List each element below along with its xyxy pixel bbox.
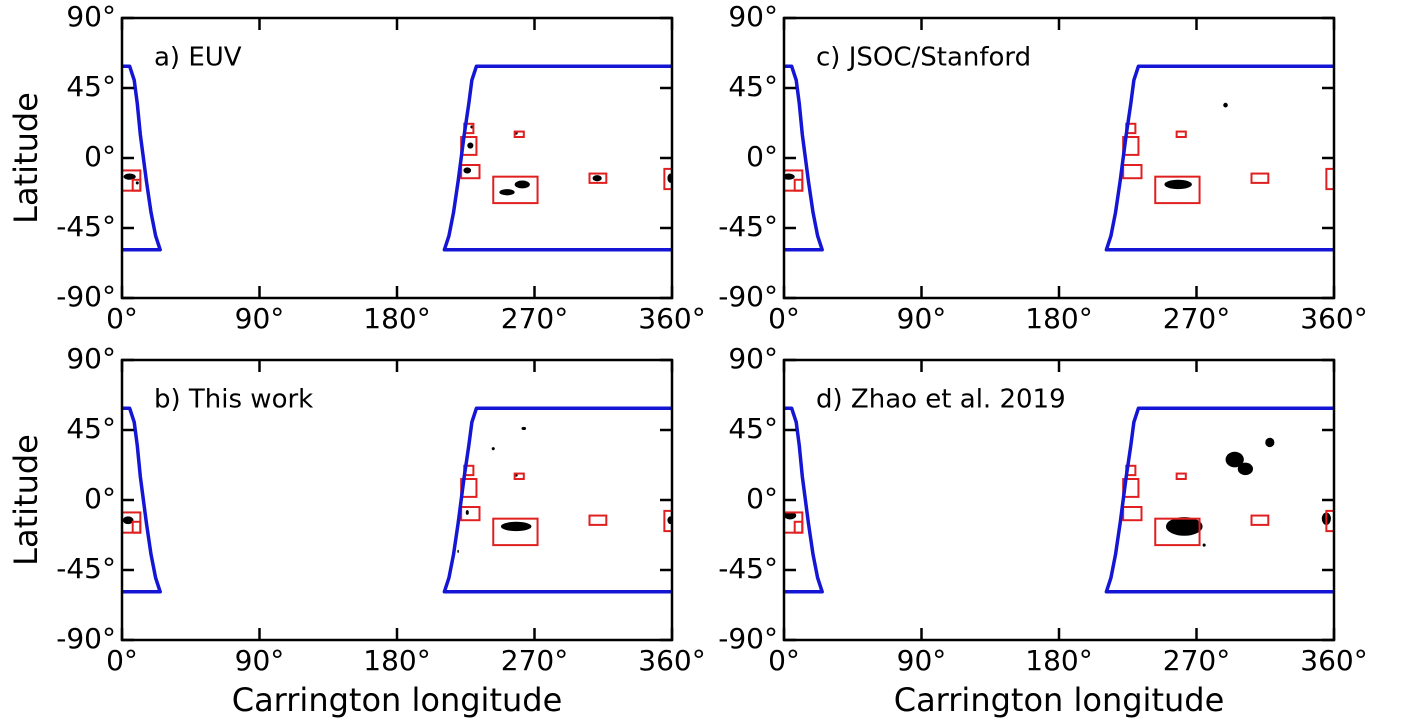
boundary-line	[122, 406, 672, 594]
region	[784, 511, 797, 520]
box	[1122, 164, 1143, 180]
region	[1202, 543, 1206, 547]
panel-label: a) EUV	[154, 43, 242, 73]
region	[1265, 437, 1275, 448]
plot-area	[784, 437, 1334, 547]
box	[492, 175, 539, 205]
x-tick-label: 180°	[1025, 644, 1092, 677]
region	[1164, 179, 1192, 190]
y-tick-label: 90°	[728, 0, 778, 33]
x-tick-label: 180°	[363, 644, 430, 677]
x-tick-label: 360°	[638, 644, 705, 677]
region	[463, 167, 472, 174]
y-tick-label: 45°	[728, 70, 778, 103]
boundary-line	[784, 64, 1334, 252]
box	[1154, 517, 1201, 547]
x-tick-label: 270°	[501, 302, 568, 335]
x-tick-label: 90°	[235, 644, 285, 677]
y-tick-label: -90°	[56, 622, 116, 655]
box	[1154, 175, 1201, 205]
y-tick-label: 0°	[746, 140, 778, 173]
panel-label: c) JSOC/Stanford	[816, 43, 1031, 73]
x-tick-label: 90°	[897, 302, 947, 335]
region	[123, 173, 136, 180]
region	[491, 447, 495, 451]
y-tick-label: -45°	[56, 210, 116, 243]
region	[1237, 462, 1254, 476]
x-tick-label: 0°	[106, 302, 138, 335]
box	[513, 130, 525, 139]
box	[131, 520, 142, 534]
x-tick-label: 180°	[1025, 302, 1092, 335]
y-axis-label: Latitude	[7, 92, 45, 224]
x-tick-label: 270°	[1163, 302, 1230, 335]
y-tick-label: 90°	[66, 342, 116, 375]
region	[1165, 517, 1203, 536]
y-tick-label: 0°	[746, 482, 778, 515]
box	[793, 520, 804, 534]
region	[500, 521, 532, 532]
boundary-line	[122, 64, 672, 252]
box	[1175, 472, 1187, 480]
region	[784, 173, 795, 180]
y-tick-label: 45°	[66, 412, 116, 445]
region	[592, 175, 602, 182]
x-tick-label: 180°	[363, 302, 430, 335]
region	[467, 142, 474, 149]
y-tick-label: 90°	[66, 0, 116, 33]
x-tick-label: 360°	[1300, 644, 1367, 677]
box	[492, 517, 539, 547]
region	[457, 549, 459, 553]
y-axis-label: Latitude	[7, 434, 45, 566]
box	[1250, 514, 1270, 526]
x-tick-label: 0°	[768, 302, 800, 335]
region	[465, 510, 469, 515]
panel-label: b) This work	[154, 385, 313, 415]
x-tick-label: 90°	[897, 644, 947, 677]
box	[793, 178, 804, 192]
box	[131, 178, 142, 192]
plot-area	[122, 426, 672, 553]
x-tick-label: 360°	[1300, 302, 1367, 335]
x-tick-label: 0°	[768, 644, 800, 677]
y-tick-label: -90°	[718, 622, 778, 655]
region	[514, 180, 530, 189]
panel-label: d) Zhao et al. 2019	[816, 385, 1066, 415]
region	[122, 516, 134, 525]
y-tick-label: 0°	[84, 482, 116, 515]
box	[588, 514, 608, 526]
region	[135, 181, 139, 185]
y-tick-label: 0°	[84, 140, 116, 173]
region	[521, 426, 527, 431]
box	[513, 472, 525, 480]
y-tick-label: 90°	[728, 342, 778, 375]
boundary-line	[784, 406, 1334, 594]
box	[1175, 130, 1187, 139]
box	[460, 164, 481, 180]
y-tick-label: -45°	[718, 552, 778, 585]
x-tick-label: 270°	[1163, 644, 1230, 677]
y-tick-label: -90°	[56, 280, 116, 313]
region	[1225, 451, 1244, 468]
y-tick-label: -45°	[56, 552, 116, 585]
x-axis-label: Carrington longitude	[232, 681, 563, 719]
y-tick-label: 45°	[66, 70, 116, 103]
plot-area	[784, 102, 1334, 205]
region	[1223, 102, 1228, 108]
x-tick-label: 0°	[106, 644, 138, 677]
x-tick-label: 360°	[638, 302, 705, 335]
plot-area	[122, 122, 672, 205]
box	[460, 506, 481, 522]
box	[1122, 506, 1143, 522]
y-tick-label: -45°	[718, 210, 778, 243]
box	[588, 172, 608, 184]
y-tick-label: -90°	[718, 280, 778, 313]
x-axis-label: Carrington longitude	[894, 681, 1225, 719]
box	[1250, 172, 1270, 184]
region	[499, 189, 515, 196]
x-tick-label: 90°	[235, 302, 285, 335]
y-tick-label: 45°	[728, 412, 778, 445]
x-tick-label: 270°	[501, 644, 568, 677]
